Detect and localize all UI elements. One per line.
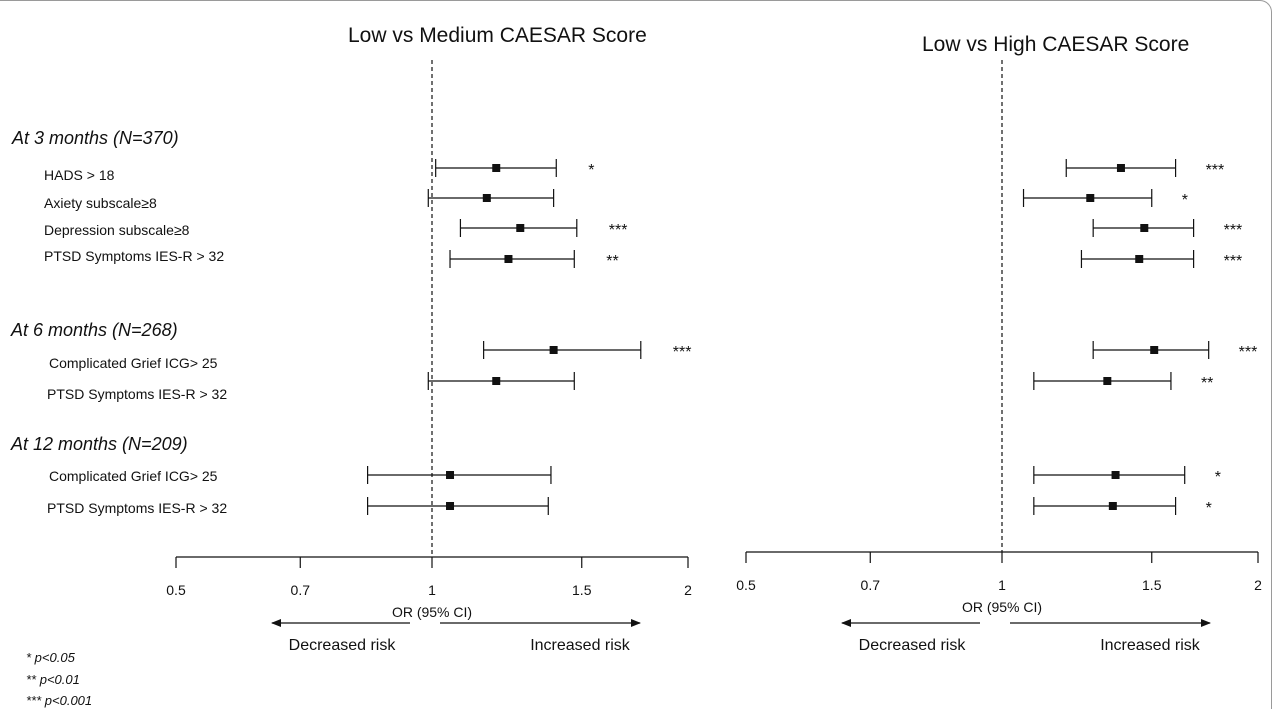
odds-ratio-point xyxy=(446,471,455,479)
row-label-anxiety: Axiety subscale≥8 xyxy=(44,195,157,211)
footnote-p01: ** p<0.01 xyxy=(26,672,80,687)
significance-marker: *** xyxy=(609,222,628,239)
odds-ratio-point xyxy=(1116,164,1125,172)
group-label-6-months: At 6 months (N=268) xyxy=(11,320,178,340)
significance-marker: * xyxy=(1206,500,1212,517)
x-tick-label-0.5: 0.5 xyxy=(166,582,186,598)
x-tick-label-1: 1 xyxy=(428,582,436,598)
panel-title-medium: Low vs Medium CAESAR Score xyxy=(348,24,647,47)
row-label-ptsd-3m: PTSD Symptoms IES-R > 32 xyxy=(44,248,225,264)
footnote-p001: *** p<0.001 xyxy=(26,693,93,708)
odds-ratio-point xyxy=(1150,346,1159,354)
significance-marker: * xyxy=(1215,469,1221,486)
row-label-depression: Depression subscale≥8 xyxy=(44,222,190,238)
decreased-risk-label: Decreased risk xyxy=(289,637,397,654)
forest-panel-0: 0.5 0.7 1 1.5 2 OR (95% CI) Decreased risk Incr… xyxy=(166,60,692,654)
significance-marker: *** xyxy=(1239,344,1258,361)
odds-ratio-point xyxy=(482,194,491,202)
significance-marker: * xyxy=(588,162,594,179)
odds-ratio-point xyxy=(446,502,455,510)
significance-marker: * xyxy=(1182,192,1188,209)
footnote-p05: * p<0.05 xyxy=(26,650,75,665)
decreased-risk-label: Decreased risk xyxy=(859,637,967,654)
odds-ratio-point xyxy=(1140,224,1149,232)
x-tick-label-0.5: 0.5 xyxy=(736,577,756,593)
row-label-hads: HADS > 18 xyxy=(44,167,115,183)
x-tick-label-2: 2 xyxy=(1254,577,1262,593)
x-axis-label: OR (95% CI) xyxy=(962,599,1042,615)
row-label-grief-12m: Complicated Grief ICG> 25 xyxy=(49,468,218,484)
panel-title-high: Low vs High CAESAR Score xyxy=(922,33,1190,56)
increased-risk-label: Increased risk xyxy=(530,637,631,654)
odds-ratio-point xyxy=(1108,502,1117,510)
x-tick-label-0.7: 0.7 xyxy=(291,582,311,598)
group-label-3-months: At 3 months (N=370) xyxy=(12,128,179,148)
increased-risk-label: Increased risk xyxy=(1100,637,1201,654)
forest-panel-1: 0.5 0.7 1 1.5 2 OR (95% CI) Decreased risk Incr… xyxy=(736,60,1262,654)
significance-marker: ** xyxy=(1201,375,1213,392)
significance-marker: *** xyxy=(1224,253,1243,270)
row-label-ptsd-12m: PTSD Symptoms IES-R > 32 xyxy=(47,500,228,516)
significance-marker: *** xyxy=(673,344,692,361)
significance-marker: *** xyxy=(1206,162,1225,179)
odds-ratio-point xyxy=(516,224,525,232)
odds-ratio-point xyxy=(1086,194,1095,202)
row-label-grief-6m: Complicated Grief ICG> 25 xyxy=(49,355,218,371)
group-label-12-months: At 12 months (N=209) xyxy=(11,434,188,454)
x-tick-label-2: 2 xyxy=(684,582,692,598)
odds-ratio-point xyxy=(1135,255,1144,263)
row-label-ptsd-6m: PTSD Symptoms IES-R > 32 xyxy=(47,386,228,402)
odds-ratio-point xyxy=(492,377,501,385)
odds-ratio-point xyxy=(1103,377,1112,385)
x-tick-label-0.7: 0.7 xyxy=(861,577,881,593)
odds-ratio-point xyxy=(492,164,501,172)
x-tick-label-1.5: 1.5 xyxy=(1142,577,1162,593)
odds-ratio-point xyxy=(549,346,558,354)
x-tick-label-1.5: 1.5 xyxy=(572,582,592,598)
odds-ratio-point xyxy=(504,255,513,263)
x-axis-label: OR (95% CI) xyxy=(392,604,472,620)
odds-ratio-point xyxy=(1111,471,1120,479)
significance-marker: *** xyxy=(1224,222,1243,239)
significance-marker: ** xyxy=(606,253,618,270)
x-tick-label-1: 1 xyxy=(998,577,1006,593)
